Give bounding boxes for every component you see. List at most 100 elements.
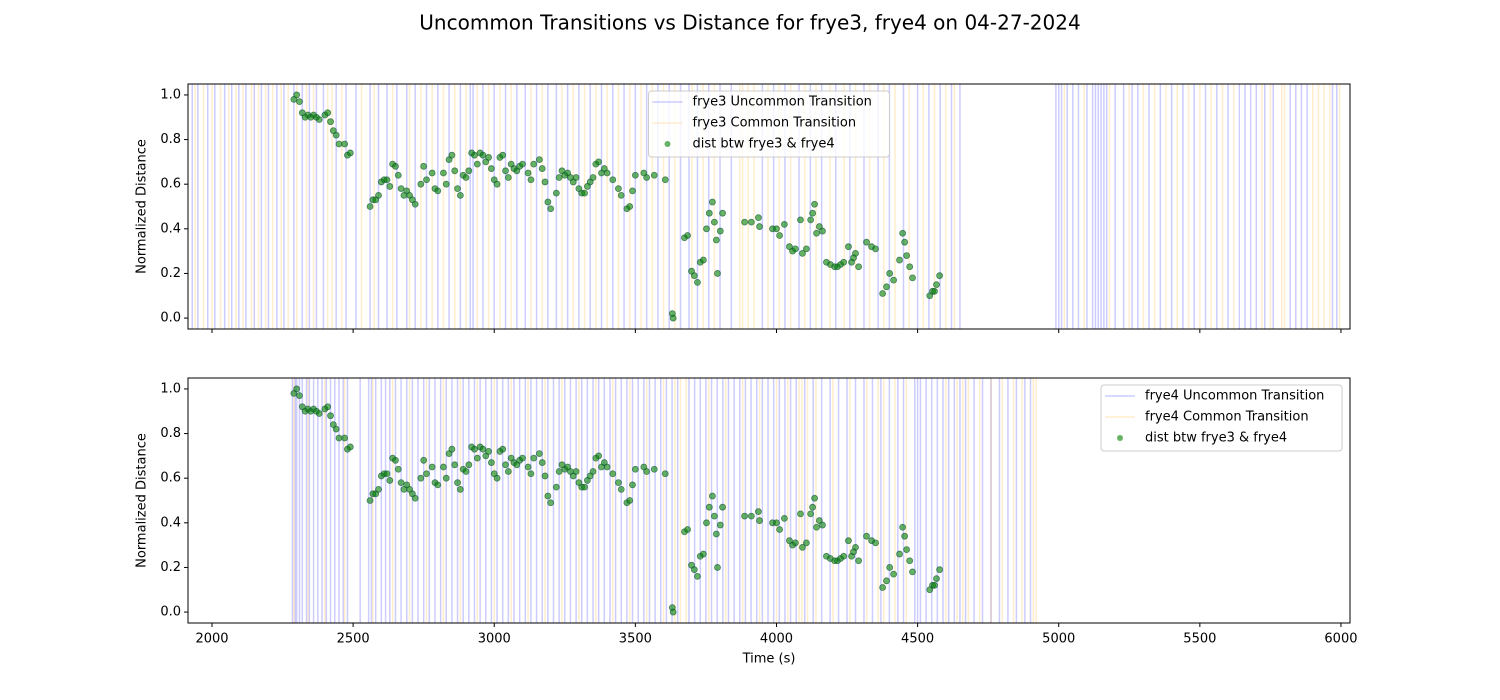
- distance-point: [397, 185, 405, 193]
- distance-point: [703, 519, 710, 527]
- distance-point: [710, 218, 718, 226]
- distance-point: [541, 178, 549, 186]
- distance-point: [756, 517, 763, 524]
- distance-point: [852, 543, 859, 551]
- y-tick-label: 0.4: [160, 515, 181, 530]
- distance-point: [296, 392, 303, 400]
- distance-point: [661, 176, 669, 184]
- distance-point: [603, 169, 611, 177]
- distance-point: [383, 470, 391, 478]
- distance-point: [423, 470, 430, 478]
- distance-point: [813, 523, 820, 531]
- distance-point: [519, 160, 526, 168]
- distance-point: [595, 452, 603, 460]
- distance-point: [811, 200, 818, 208]
- distance-point: [527, 176, 535, 184]
- y-tick-label: 0.8: [160, 426, 181, 441]
- distance-point: [705, 209, 713, 217]
- distance-point: [394, 171, 402, 179]
- distance-point: [716, 227, 724, 235]
- distance-point: [903, 546, 910, 553]
- distance-point: [420, 456, 428, 464]
- distance-point: [456, 191, 464, 199]
- distance-point: [341, 140, 349, 148]
- y-axis-label: Normalized Distance: [135, 433, 150, 568]
- distance-point: [903, 252, 910, 259]
- distance-point: [626, 203, 634, 210]
- distance-point: [448, 445, 456, 453]
- distance-point: [709, 198, 716, 206]
- distance-point: [855, 557, 863, 565]
- distance-point: [392, 456, 399, 464]
- distance-point: [936, 272, 944, 280]
- distance-point: [906, 557, 914, 565]
- distance-point: [807, 510, 815, 518]
- y-tick-label: 0.4: [160, 221, 181, 236]
- distance-point: [572, 174, 580, 181]
- distance-point: [504, 174, 512, 181]
- distance-point: [931, 581, 938, 589]
- distance-point: [684, 232, 691, 239]
- distance-point: [780, 514, 788, 522]
- distance-point: [661, 470, 669, 478]
- x-tick-label: 2500: [337, 632, 370, 647]
- distance-point: [383, 176, 391, 184]
- distance-point: [802, 245, 810, 253]
- distance-point: [909, 274, 916, 282]
- distance-point: [840, 552, 848, 560]
- distance-point: [699, 256, 707, 264]
- distance-point: [840, 258, 848, 266]
- distance-point: [773, 519, 780, 527]
- distance-point: [423, 176, 430, 184]
- distance-point: [780, 220, 788, 228]
- distance-point: [791, 539, 799, 547]
- plot-area: [191, 84, 1341, 329]
- distance-point: [776, 232, 783, 239]
- distance-point: [488, 165, 495, 172]
- distance-point: [712, 236, 720, 244]
- distance-point: [712, 530, 720, 538]
- distance-point: [809, 503, 817, 511]
- distance-point: [879, 584, 887, 591]
- distance-point: [462, 468, 470, 475]
- distance-point: [650, 465, 658, 473]
- distance-point: [541, 472, 549, 480]
- distance-point: [852, 249, 859, 257]
- distance-point: [595, 158, 603, 166]
- distance-point: [747, 218, 755, 226]
- x-tick-label: 5000: [1042, 632, 1075, 647]
- distance-point: [609, 176, 617, 184]
- legend-label: frye3 Common Transition: [693, 116, 857, 131]
- distance-point: [615, 479, 622, 487]
- distance-point: [872, 245, 879, 253]
- distance-point: [392, 162, 399, 170]
- distance-point: [434, 481, 442, 489]
- distance-point: [890, 276, 898, 284]
- distance-point: [442, 474, 450, 482]
- distance-point: [465, 461, 473, 469]
- distance-point: [899, 523, 907, 531]
- plot-area: [290, 378, 1037, 623]
- distance-point: [863, 238, 870, 246]
- distance-point: [544, 198, 552, 206]
- distance-point: [631, 171, 639, 179]
- distance-point: [502, 167, 509, 175]
- distance-point: [411, 494, 419, 502]
- distance-point: [716, 521, 724, 529]
- distance-point: [315, 410, 323, 417]
- distance-point: [719, 503, 726, 511]
- distance-point: [451, 167, 459, 175]
- distance-point: [485, 154, 492, 161]
- x-tick-label: 3500: [619, 632, 652, 647]
- distance-point: [909, 568, 916, 576]
- y-tick-label: 0.0: [160, 605, 181, 620]
- distance-point: [799, 249, 806, 257]
- distance-point: [346, 149, 354, 157]
- distance-point: [819, 521, 826, 529]
- legend-label: frye4 Uncommon Transition: [1145, 389, 1324, 404]
- distance-point: [845, 537, 852, 545]
- distance-point: [552, 483, 560, 491]
- distance-point: [485, 448, 492, 455]
- distance-point: [883, 577, 890, 585]
- distance-point: [797, 510, 804, 518]
